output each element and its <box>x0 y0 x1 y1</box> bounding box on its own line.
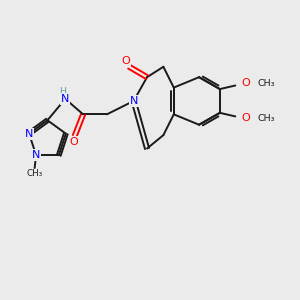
Text: N: N <box>32 150 40 160</box>
Text: N: N <box>25 129 33 139</box>
Text: O: O <box>69 137 78 147</box>
Text: CH₃: CH₃ <box>26 169 43 178</box>
Text: CH₃: CH₃ <box>258 114 275 123</box>
Text: N: N <box>130 96 138 106</box>
Text: O: O <box>241 78 250 88</box>
Text: O: O <box>122 56 130 66</box>
Text: H: H <box>59 87 66 96</box>
Text: O: O <box>241 113 250 124</box>
Text: CH₃: CH₃ <box>258 79 275 88</box>
Text: N: N <box>61 94 70 104</box>
